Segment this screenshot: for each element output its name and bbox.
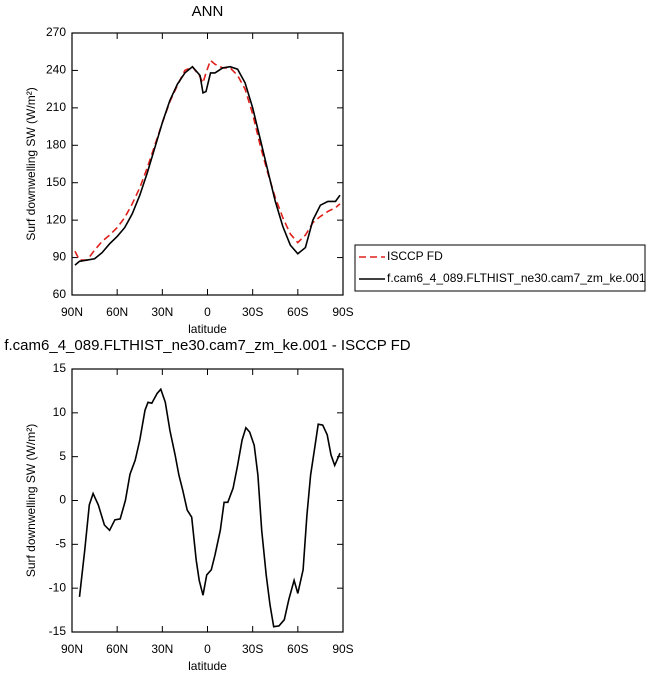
x-axis-label: latitude — [188, 659, 227, 673]
x-tick-label: 30N — [151, 305, 173, 319]
y-tick-label: 0 — [59, 493, 66, 507]
chart-title: f.cam6_4_089.FLTHIST_ne30.cam7_zm_ke.001… — [4, 337, 410, 354]
x-tick-label: 60N — [106, 642, 128, 656]
x-tick-label: 60S — [287, 642, 308, 656]
y-tick-label: -10 — [49, 580, 67, 594]
line-series — [74, 59, 341, 261]
x-tick-label: 60S — [287, 305, 308, 319]
y-tick-label: -15 — [49, 624, 67, 638]
legend-box — [354, 244, 646, 292]
legend-label: ISCCP FD — [387, 249, 443, 263]
line-series — [74, 65, 341, 266]
x-tick-label: 0 — [204, 642, 211, 656]
x-tick-label: 0 — [204, 305, 211, 319]
y-tick-label: 60 — [53, 287, 67, 301]
x-tick-label: 90S — [332, 642, 353, 656]
y-tick-label: 150 — [46, 175, 66, 189]
x-tick-label: 90N — [61, 305, 83, 319]
y-tick-label: -5 — [55, 537, 66, 551]
y-axis-label: Surf downwelling SW (W/m²) — [24, 424, 38, 577]
y-tick-label: 120 — [46, 212, 66, 226]
y-tick-label: 270 — [46, 25, 66, 39]
y-axis-label: Surf downwelling SW (W/m²) — [24, 87, 38, 240]
y-tick-label: 90 — [53, 250, 67, 264]
chart-title: ANN — [192, 3, 224, 20]
x-tick-label: 30S — [242, 642, 263, 656]
x-axis-label: latitude — [188, 322, 227, 336]
y-tick-label: 210 — [46, 100, 66, 114]
y-tick-label: 5 — [59, 449, 66, 463]
line-series — [78, 387, 341, 628]
x-tick-label: 30S — [242, 305, 263, 319]
x-tick-label: 60N — [106, 305, 128, 319]
x-tick-label: 90N — [61, 642, 83, 656]
y-tick-label: 10 — [53, 405, 67, 419]
y-tick-label: 15 — [53, 361, 67, 375]
x-tick-label: 90S — [332, 305, 353, 319]
y-tick-label: 240 — [46, 63, 66, 77]
plot-frame — [71, 368, 344, 633]
plot-frame — [71, 32, 344, 296]
legend-label: f.cam6_4_089.FLTHIST_ne30.cam7_zm_ke.001 — [387, 271, 646, 285]
y-tick-label: 180 — [46, 137, 66, 151]
x-tick-label: 30N — [151, 642, 173, 656]
